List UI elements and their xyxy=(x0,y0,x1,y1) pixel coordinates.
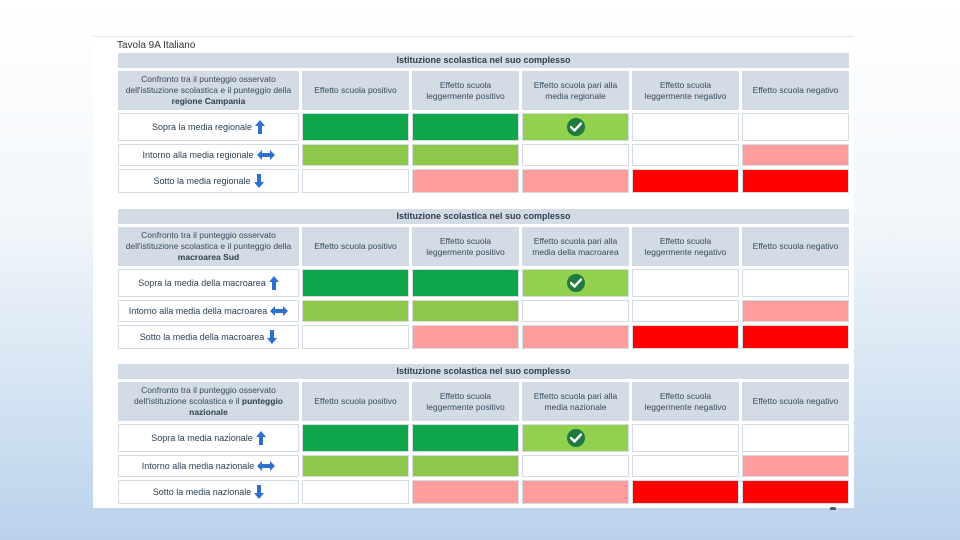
cell-red xyxy=(742,169,849,193)
arrow-down-icon xyxy=(267,330,278,344)
column-header: Effetto scuola leggermente negativo xyxy=(632,227,739,266)
arrow-left-right-icon xyxy=(257,461,276,471)
table-header: Istituzione scolastica nel suo complesso xyxy=(118,53,849,68)
cell-light-green xyxy=(302,300,409,322)
cell-pink xyxy=(412,169,519,193)
column-header: Effetto scuola pari alla media della mac… xyxy=(522,227,629,266)
cell-empty xyxy=(302,169,409,193)
cell-red xyxy=(742,480,849,504)
cell-dark-green xyxy=(302,424,409,452)
row-label-around: Intorno alla media nazionale xyxy=(118,455,299,477)
row-label-above: Sopra la media nazionale xyxy=(118,424,299,452)
table-caption: Tavola 9A Italiano xyxy=(117,40,196,51)
row-label-around: Intorno alla media regionale xyxy=(118,144,299,166)
cell-red xyxy=(632,325,739,349)
cell-light-green xyxy=(412,144,519,166)
arrow-down-icon xyxy=(253,174,264,188)
cell-empty xyxy=(742,113,849,141)
cell-empty xyxy=(632,144,739,166)
column-header: Effetto scuola positivo xyxy=(302,71,409,110)
cell-pink xyxy=(742,144,849,166)
column-header: Effetto scuola positivo xyxy=(302,227,409,266)
cell-selected xyxy=(522,113,629,141)
column-header: Effetto scuola negativo xyxy=(742,71,849,110)
first-column-header: Confronto tra il punteggio osservato del… xyxy=(118,382,299,421)
table-header: Istituzione scolastica nel suo complesso xyxy=(118,364,849,379)
page-corner-mark xyxy=(830,507,836,510)
arrow-up-icon xyxy=(255,431,266,445)
row-label-around: Intorno alla media della macroarea xyxy=(118,300,299,322)
cell-empty xyxy=(742,424,849,452)
arrow-left-right-icon xyxy=(256,150,275,160)
column-header: Effetto scuola negativo xyxy=(742,382,849,421)
cell-pink xyxy=(522,480,629,504)
cell-light-green xyxy=(412,300,519,322)
cell-empty xyxy=(742,269,849,297)
cell-red xyxy=(742,325,849,349)
column-header: Effetto scuola negativo xyxy=(742,227,849,266)
column-header: Effetto scuola pari alla media regionale xyxy=(522,71,629,110)
column-header: Effetto scuola pari alla media nazionale xyxy=(522,382,629,421)
column-header: Effetto scuola leggermente positivo xyxy=(412,71,519,110)
first-column-header: Confronto tra il punteggio osservato del… xyxy=(118,71,299,110)
cell-light-green xyxy=(302,144,409,166)
column-header: Effetto scuola positivo xyxy=(302,382,409,421)
cell-empty xyxy=(632,300,739,322)
row-label-below: Sotto la media regionale xyxy=(118,169,299,193)
checkmark-icon xyxy=(566,118,585,136)
cell-pink xyxy=(522,169,629,193)
cell-empty xyxy=(632,424,739,452)
cell-light-green xyxy=(412,455,519,477)
cell-empty xyxy=(632,113,739,141)
cell-red xyxy=(632,169,739,193)
arrow-up-icon xyxy=(255,120,266,134)
checkmark-icon xyxy=(566,429,585,447)
table-header: Istituzione scolastica nel suo complesso xyxy=(118,209,849,224)
cell-pink xyxy=(742,300,849,322)
column-header: Effetto scuola leggermente positivo xyxy=(412,382,519,421)
cell-dark-green xyxy=(412,424,519,452)
cell-pink xyxy=(412,480,519,504)
comparison-table-macroarea: Istituzione scolastica nel suo complesso… xyxy=(118,209,850,349)
document-page: Tavola 9A Italiano Istituzione scolastic… xyxy=(93,36,854,510)
cell-pink xyxy=(522,325,629,349)
cell-empty xyxy=(302,480,409,504)
cell-empty xyxy=(522,144,629,166)
cell-dark-green xyxy=(412,113,519,141)
column-header: Effetto scuola leggermente negativo xyxy=(632,382,739,421)
cell-pink xyxy=(412,325,519,349)
cell-empty xyxy=(302,325,409,349)
row-label-above: Sopra la media regionale xyxy=(118,113,299,141)
cell-dark-green xyxy=(302,269,409,297)
row-label-below: Sotto la media della macroarea xyxy=(118,325,299,349)
cell-empty xyxy=(522,455,629,477)
cell-empty xyxy=(632,455,739,477)
cell-selected xyxy=(522,424,629,452)
cell-dark-green xyxy=(412,269,519,297)
row-label-above: Sopra la media della macroarea xyxy=(118,269,299,297)
arrow-up-icon xyxy=(268,276,279,290)
comparison-table-regional: Istituzione scolastica nel suo complesso… xyxy=(118,53,850,193)
cell-empty xyxy=(632,269,739,297)
cell-selected xyxy=(522,269,629,297)
checkmark-icon xyxy=(566,274,585,292)
cell-red xyxy=(632,480,739,504)
cell-pink xyxy=(742,455,849,477)
arrow-down-icon xyxy=(254,485,265,499)
column-header: Effetto scuola leggermente positivo xyxy=(412,227,519,266)
row-label-below: Sotto la media nazionale xyxy=(118,480,299,504)
first-column-header: Confronto tra il punteggio osservato del… xyxy=(118,227,299,266)
cell-empty xyxy=(522,300,629,322)
cell-light-green xyxy=(302,455,409,477)
cell-dark-green xyxy=(302,113,409,141)
comparison-table-national: Istituzione scolastica nel suo complesso… xyxy=(118,364,850,504)
arrow-left-right-icon xyxy=(270,306,289,316)
column-header: Effetto scuola leggermente negativo xyxy=(632,71,739,110)
